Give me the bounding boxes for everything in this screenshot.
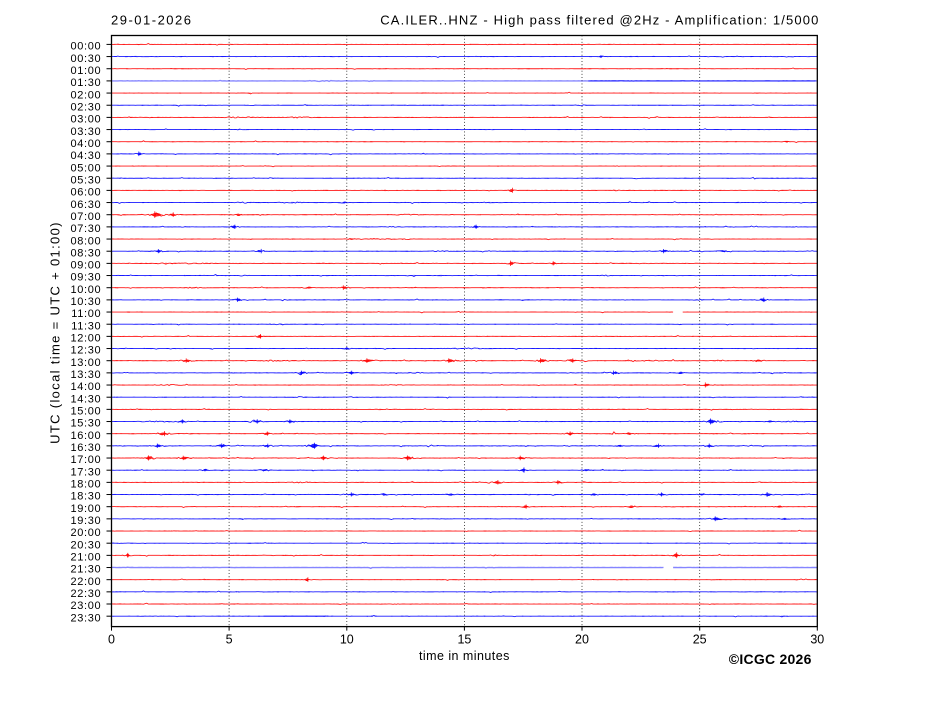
svg-text:23:30: 23:30 [70, 612, 101, 624]
svg-text:10: 10 [340, 633, 354, 647]
svg-text:00:00: 00:00 [70, 41, 101, 53]
svg-text:17:00: 17:00 [70, 454, 101, 466]
svg-text:14:30: 14:30 [70, 393, 101, 405]
svg-text:02:00: 02:00 [70, 89, 101, 101]
svg-text:18:30: 18:30 [70, 491, 101, 503]
svg-text:20:00: 20:00 [70, 527, 101, 539]
svg-text:01:30: 01:30 [70, 77, 101, 89]
svg-text:10:30: 10:30 [70, 296, 101, 308]
svg-text:©ICGC 2026: ©ICGC 2026 [729, 651, 812, 667]
svg-text:19:30: 19:30 [70, 515, 101, 527]
svg-text:15:30: 15:30 [70, 418, 101, 430]
svg-text:07:00: 07:00 [70, 211, 101, 223]
svg-text:12:30: 12:30 [70, 345, 101, 357]
svg-text:11:00: 11:00 [71, 308, 101, 320]
svg-text:00:30: 00:30 [70, 53, 101, 65]
svg-text:19:00: 19:00 [70, 503, 101, 515]
svg-text:0: 0 [108, 633, 115, 647]
svg-text:03:30: 03:30 [70, 126, 101, 138]
svg-text:13:30: 13:30 [70, 369, 101, 381]
svg-text:20: 20 [575, 633, 589, 647]
svg-text:01:00: 01:00 [70, 65, 101, 77]
svg-text:UTC (local time = UTC + 01:00): UTC (local time = UTC + 01:00) [48, 221, 63, 444]
svg-text:time in minutes: time in minutes [419, 649, 510, 663]
svg-text:04:30: 04:30 [70, 150, 101, 162]
svg-text:CA.ILER..HNZ - High pass filte: CA.ILER..HNZ - High pass filtered @2Hz -… [380, 13, 819, 28]
svg-text:5: 5 [226, 633, 233, 647]
svg-text:06:30: 06:30 [70, 199, 101, 211]
svg-text:09:30: 09:30 [70, 272, 101, 284]
svg-text:22:30: 22:30 [70, 588, 101, 600]
svg-text:18:00: 18:00 [70, 479, 101, 491]
svg-text:23:00: 23:00 [70, 600, 101, 612]
svg-text:11:30: 11:30 [71, 320, 101, 332]
svg-text:02:30: 02:30 [70, 101, 101, 113]
svg-text:16:00: 16:00 [70, 430, 101, 442]
svg-text:21:00: 21:00 [70, 552, 101, 564]
svg-text:12:00: 12:00 [70, 333, 101, 345]
svg-text:29-01-2026: 29-01-2026 [111, 13, 193, 28]
svg-text:10:00: 10:00 [70, 284, 101, 296]
svg-text:13:00: 13:00 [70, 357, 101, 369]
svg-text:06:00: 06:00 [70, 187, 101, 199]
svg-text:04:00: 04:00 [70, 138, 101, 150]
svg-text:17:30: 17:30 [70, 466, 101, 478]
svg-text:14:00: 14:00 [70, 381, 101, 393]
svg-text:22:00: 22:00 [70, 576, 101, 588]
svg-text:09:00: 09:00 [70, 260, 101, 272]
svg-text:15:00: 15:00 [70, 406, 101, 418]
svg-text:05:30: 05:30 [70, 174, 101, 186]
svg-text:05:00: 05:00 [70, 162, 101, 174]
svg-text:21:30: 21:30 [70, 564, 101, 576]
svg-text:08:30: 08:30 [70, 247, 101, 259]
svg-text:15: 15 [457, 633, 471, 647]
svg-text:03:00: 03:00 [70, 114, 101, 126]
svg-text:20:30: 20:30 [70, 539, 101, 551]
svg-text:07:30: 07:30 [70, 223, 101, 235]
svg-text:30: 30 [810, 633, 824, 647]
svg-text:08:00: 08:00 [70, 235, 101, 247]
svg-text:16:30: 16:30 [70, 442, 101, 454]
svg-text:25: 25 [693, 633, 707, 647]
